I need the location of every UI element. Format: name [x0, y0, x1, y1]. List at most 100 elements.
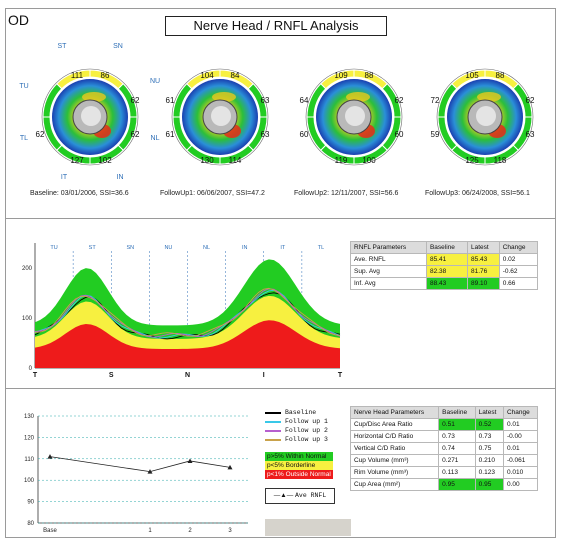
tsnit-section-label: IN — [242, 245, 248, 251]
disc-map: 104 84 63 63 130 114 61 61 — [166, 68, 270, 166]
table-row: Sup. Avg 82.38 81.76 -0.62 — [350, 265, 539, 278]
x-tick-label: Base — [43, 528, 57, 534]
table-row: Horizontal C/D Ratio 0.73 0.73 -0.00 — [349, 430, 539, 443]
divider — [5, 388, 556, 389]
sector-value: 102 — [98, 156, 112, 165]
sector-value: 61 — [166, 96, 175, 105]
table-cell: 0.51 — [438, 418, 476, 431]
legend-label: Follow up 2 — [285, 427, 328, 434]
quadrant-label: ST — [58, 43, 68, 50]
table-header: Latest — [466, 241, 500, 254]
table-cell: Cup Area (mm²) — [349, 478, 440, 491]
thick-region — [346, 92, 370, 102]
thick-region — [82, 92, 106, 102]
table-cell: 0.52 — [474, 418, 504, 431]
x-tick-label: 1 — [148, 528, 152, 534]
table-cell: 0.01 — [502, 442, 539, 455]
sector-value: 125 — [465, 156, 479, 165]
table-cell: 0.210 — [474, 454, 504, 467]
optic-cup — [345, 106, 365, 126]
sector-value: 62 — [36, 130, 45, 139]
table-cell: 89.10 — [466, 277, 500, 290]
scan-caption: FollowUp1: 06/06/2007, SSI=47.2 — [160, 190, 265, 197]
table-cell: 0.95 — [438, 478, 476, 491]
disc-map: 109 88 62 60 119 100 64 60 — [300, 68, 404, 166]
disc-map: 111 86 62 62 127 102 62 — [36, 68, 140, 166]
rnfl-sector — [437, 83, 458, 118]
y-tick-label: 100 — [24, 478, 35, 484]
table-header: Baseline — [438, 406, 476, 419]
table-cell: Sup. Avg — [350, 265, 427, 278]
trend-line — [49, 456, 231, 473]
table-cell: 0.95 — [474, 478, 504, 491]
tsnit-series-line — [34, 287, 341, 337]
table-cell: 0.02 — [498, 253, 539, 266]
table-header: Nerve Head Parameters — [349, 406, 440, 419]
outer-ring — [171, 68, 269, 166]
legend-swatch — [265, 429, 281, 432]
x-tick-label: S — [109, 372, 114, 379]
x-tick-label: 3 — [228, 528, 232, 534]
sector-value: 72 — [431, 96, 440, 105]
sector-value: 64 — [300, 96, 309, 105]
quadrant-label: TL — [20, 135, 28, 142]
sector-value: 109 — [334, 71, 348, 80]
table-cell: 0.73 — [474, 430, 504, 443]
y-tick-label: 130 — [24, 414, 35, 420]
quadrant-labels: ST SN NU NL IN IT TL TU — [19, 43, 160, 181]
trend-point — [47, 454, 53, 459]
divider — [5, 218, 556, 219]
rnfl-parameters-table: RNFL Parameters Baseline Latest Change Ave. … — [350, 241, 539, 290]
legend-item: Baseline — [265, 408, 328, 417]
x-tick-label: T — [33, 372, 38, 379]
sector-value: 62 — [395, 96, 404, 105]
trend-point — [147, 469, 153, 474]
sector-value: 63 — [261, 130, 270, 139]
y-tick-label: 120 — [24, 435, 35, 441]
trend-point — [187, 458, 193, 463]
marker-label: Ave RNFL — [295, 492, 327, 499]
quadrant-label: IN — [117, 174, 124, 181]
quadrant-label: IT — [61, 174, 68, 181]
sector-value: 63 — [526, 130, 535, 139]
table-cell: 0.123 — [474, 466, 504, 479]
table-cell: 0.271 — [438, 454, 476, 467]
sector-value: 127 — [70, 156, 84, 165]
table-cell: Cup/Disc Area Ratio — [349, 418, 440, 431]
table-cell: 85.41 — [425, 253, 468, 266]
tsnit-section-label: IT — [280, 245, 286, 251]
sector-value: 86 — [101, 71, 110, 80]
sector-value: 111 — [71, 71, 84, 80]
triangle-marker-icon: —▲— — [273, 492, 294, 499]
table-cell: 82.38 — [425, 265, 468, 278]
tsnit-section-label: NU — [164, 245, 172, 251]
marker-legend: —▲— Ave RNFL — [265, 488, 335, 504]
legend-item: Follow up 2 — [265, 426, 328, 435]
table-cell: 81.76 — [466, 265, 500, 278]
trend-point — [227, 464, 233, 470]
table-header: Latest — [474, 406, 504, 419]
rnfl-sector — [172, 83, 193, 118]
rnfl-sector — [42, 83, 63, 118]
outer-ring — [305, 68, 403, 166]
table-cell: Rim Volume (mm³) — [349, 466, 440, 479]
sector-value: 84 — [231, 71, 240, 80]
optic-cup — [476, 106, 496, 126]
page-title: Nerve Head / RNFL Analysis — [165, 16, 387, 36]
table-cell: 0.010 — [502, 466, 539, 479]
table-cell: 0.74 — [438, 442, 476, 455]
sector-value: 88 — [365, 71, 374, 80]
legend-item: Follow up 1 — [265, 417, 328, 426]
x-tick-label: N — [185, 372, 190, 379]
y-tick-label: 90 — [27, 500, 34, 506]
table-cell: -0.62 — [498, 265, 539, 278]
sector-value: 63 — [261, 96, 270, 105]
sector-value: 104 — [200, 71, 214, 80]
outer-ring — [41, 68, 139, 166]
sector-value: 61 — [166, 130, 175, 139]
table-cell: -0.061 — [502, 454, 539, 467]
table-cell: Inf. Avg — [350, 277, 427, 290]
table-cell: -0.00 — [502, 430, 539, 443]
table-row: Cup Area (mm²) 0.95 0.95 0.00 — [349, 478, 539, 491]
nerve-head-parameters-table: Nerve Head Parameters Baseline Latest Chang… — [349, 406, 539, 491]
